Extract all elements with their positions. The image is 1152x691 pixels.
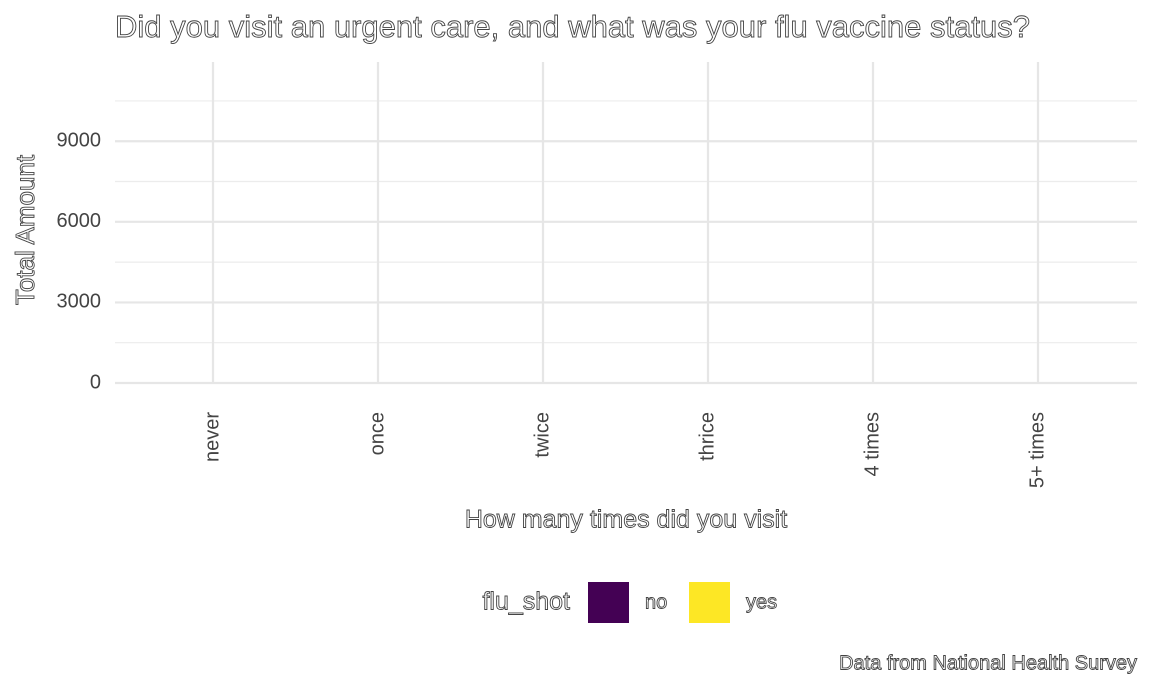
y-tick-label: 6000 xyxy=(57,210,102,232)
legend-title: flu_shot xyxy=(482,588,570,616)
x-tick-label: never xyxy=(201,412,223,462)
x-tick-label: 4 times xyxy=(861,412,883,476)
x-tick-label: twice xyxy=(531,412,553,458)
x-tick-label: once xyxy=(366,412,388,455)
x-tick-label: 5+ times xyxy=(1026,412,1048,488)
y-tick-label: 9000 xyxy=(57,130,102,152)
caption: Data from National Health Survey xyxy=(839,652,1137,674)
x-axis-label: How many times did you visit xyxy=(465,506,787,534)
legend-swatch xyxy=(588,582,629,623)
y-tick-label: 0 xyxy=(90,371,101,393)
y-tick-label: 3000 xyxy=(57,291,102,313)
x-tick-label: thrice xyxy=(696,412,718,461)
legend-label: no xyxy=(645,591,667,613)
legend-label: yes xyxy=(746,591,777,613)
legend-swatch xyxy=(689,582,730,623)
chart-title: Did you visit an urgent care, and what w… xyxy=(115,9,1030,44)
y-axis-label: Total Amount xyxy=(10,154,40,305)
